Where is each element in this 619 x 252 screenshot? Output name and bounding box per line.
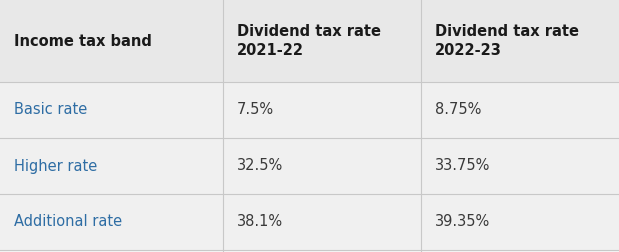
Bar — [0, 82, 619, 138]
Bar — [0, 0, 619, 82]
Text: Income tax band: Income tax band — [14, 34, 152, 48]
Text: Basic rate: Basic rate — [14, 103, 87, 117]
Text: Dividend tax rate
2021-22: Dividend tax rate 2021-22 — [237, 24, 381, 58]
Text: 38.1%: 38.1% — [237, 214, 283, 230]
Text: 7.5%: 7.5% — [237, 103, 274, 117]
Text: Dividend tax rate
2022-23: Dividend tax rate 2022-23 — [435, 24, 579, 58]
Bar — [0, 138, 619, 194]
Text: Additional rate: Additional rate — [14, 214, 122, 230]
Text: 33.75%: 33.75% — [435, 159, 490, 173]
Text: Higher rate: Higher rate — [14, 159, 97, 173]
Bar — [0, 194, 619, 250]
Text: 39.35%: 39.35% — [435, 214, 490, 230]
Text: 32.5%: 32.5% — [237, 159, 283, 173]
Text: 8.75%: 8.75% — [435, 103, 482, 117]
